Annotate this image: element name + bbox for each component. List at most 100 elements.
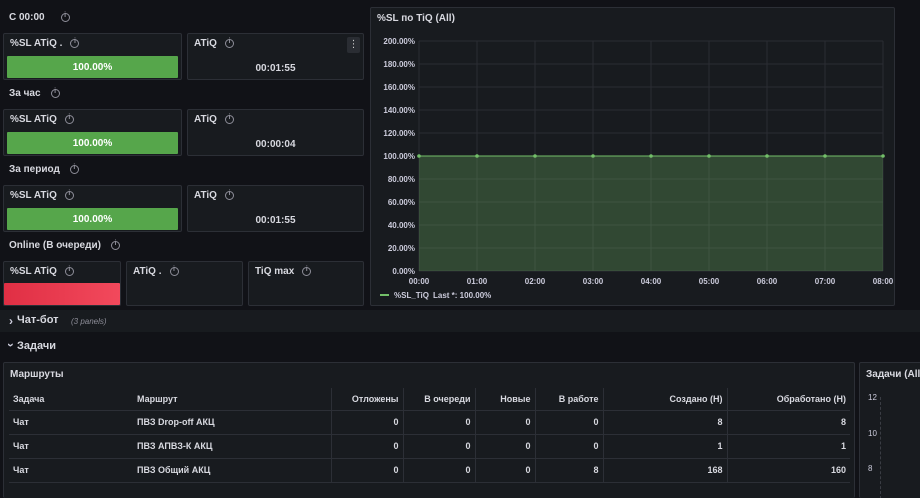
info-icon[interactable] [224,114,234,124]
sl-gauge-bar: 100.00% [7,132,178,154]
chevron-down-icon: › [4,343,18,347]
x-tick-label: 03:00 [583,277,604,286]
row-title-text: С 00:00 [9,12,45,23]
table-row[interactable]: Чат ПВЗ Drop-off АКЦ 0 0 0 0 8 8 [9,410,850,435]
x-tick-label: 02:00 [525,277,546,286]
info-icon[interactable] [224,38,234,48]
routes-table-panel[interactable]: Маршруты Задача Маршрут Отложены В очере… [3,362,855,498]
table-row[interactable]: Чат ПВЗ АПВЗ-К АКЦ 0 0 0 0 1 1 [9,434,850,459]
data-point [765,154,769,158]
cell-created: 8 [603,410,728,435]
info-icon[interactable] [60,12,70,22]
row-tasks[interactable]: › Задачи [0,336,920,356]
row-title-text: За час [9,88,41,99]
panel-title: %SL ATiQ [10,190,57,201]
row-title-since-midnight[interactable]: С 00:00 [9,12,70,23]
legend-last-value: Last *: 100.00% [433,291,491,300]
info-icon[interactable] [69,164,79,174]
stat-panel-atiq-online[interactable]: ATiQ . [126,261,243,306]
panel-title: %SL ATiQ [10,266,57,277]
info-icon[interactable] [64,190,74,200]
col-header-processed[interactable]: Обработано (Н) [727,388,850,411]
stat-panel-atiq-1[interactable]: ATiQ ⋮ 00:01:55 [187,33,364,80]
grid-line [880,397,881,498]
y-tick-label: 12 [868,393,877,402]
stat-panel-sl-atiq-1[interactable]: %SL ATiQ . 100.00% [3,33,182,80]
table-row[interactable]: Чат ПВЗ Общий АКЦ 0 0 0 8 168 160 [9,458,850,483]
stat-panel-sl-atiq-2[interactable]: %SL ATiQ 100.00% [3,109,182,156]
cell-task: Чат [9,434,133,459]
data-point [649,154,653,158]
x-tick-label: 07:00 [815,277,836,286]
col-header-route[interactable]: Маршрут [133,388,332,411]
x-tick-label: 08:00 [873,277,894,286]
info-icon[interactable] [224,190,234,200]
tasks-chart-panel[interactable]: Задачи (All) 12 10 8 [859,362,920,498]
cell-route: ПВЗ АПВЗ-К АКЦ [133,434,332,459]
cell-in-queue: 0 [403,410,476,435]
cell-created: 1 [603,434,728,459]
info-icon[interactable] [64,266,74,276]
routes-table: Задача Маршрут Отложены В очереди Новые … [9,388,850,483]
legend-series-name: %SL_TiQ [394,291,429,300]
stat-panel-sl-atiq-3[interactable]: %SL ATiQ 100.00% [3,185,182,232]
stat-panel-atiq-2[interactable]: ATiQ 00:00:04 [187,109,364,156]
x-tick-label: 04:00 [641,277,662,286]
y-tick-label: 80.00% [388,175,415,184]
stat-panel-tiq-max[interactable]: TiQ max [248,261,364,306]
cell-route: ПВЗ Общий АКЦ [133,458,332,483]
x-tick-label: 01:00 [467,277,488,286]
col-header-in-queue[interactable]: В очереди [403,388,476,411]
y-tick-label: 100.00% [383,152,415,161]
y-tick-label: 0.00% [392,267,415,276]
cell-in-queue: 0 [403,434,476,459]
info-icon[interactable] [70,38,80,48]
panel-menu-icon[interactable]: ⋮ [347,37,360,53]
panel-title: ATiQ [194,190,217,201]
y-tick-label: 60.00% [388,198,415,207]
cell-in-work: 0 [535,410,604,435]
cell-postponed: 0 [331,434,404,459]
cell-task: Чат [9,410,133,435]
y-tick-label: 200.00% [383,37,415,46]
col-header-created[interactable]: Создано (Н) [603,388,728,411]
row-title-online[interactable]: Online (В очереди) [9,240,120,251]
row-title-text: Online (В очереди) [9,240,101,251]
cell-postponed: 0 [331,458,404,483]
cell-new: 0 [475,458,536,483]
sl-gauge-bar-empty [4,283,120,305]
y-tick-label: 20.00% [388,244,415,253]
panel-title: ATiQ [194,114,217,125]
atiq-value: 00:01:55 [255,63,296,74]
sl-timeseries-panel[interactable]: %SL по TiQ (All) 0.00% 20.00% 40.00% 60.00%… [370,7,895,306]
row-title-text: За период [9,164,60,175]
table-header-row: Задача Маршрут Отложены В очереди Новые … [9,388,850,411]
panel-title: %SL ATiQ . [10,38,63,49]
stat-panel-atiq-3[interactable]: ATiQ 00:01:55 [187,185,364,232]
row-title-last-hour[interactable]: За час [9,88,60,99]
col-header-in-work[interactable]: В работе [535,388,604,411]
col-header-postponed[interactable]: Отложены [331,388,404,411]
data-point [823,154,827,158]
info-icon[interactable] [110,240,120,250]
info-icon[interactable] [302,266,312,276]
atiq-value: 00:00:04 [255,139,296,150]
sl-chart: 0.00% 20.00% 40.00% 60.00% 80.00% 100.00% 120.… [380,37,894,300]
panel-title: ATiQ . [133,266,162,277]
row-chatbot[interactable]: › Чат-бот (3 panels) [0,310,920,332]
data-point [417,154,421,158]
stat-panel-sl-atiq-online[interactable]: %SL ATiQ [3,261,121,306]
info-icon[interactable] [64,114,74,124]
info-icon[interactable] [169,266,179,276]
chevron-right-icon: › [9,314,13,328]
row-title-period[interactable]: За период [9,164,79,175]
x-tick-label: 05:00 [699,277,720,286]
panel-title: %SL ATiQ [10,114,57,125]
sl-gauge-bar: 100.00% [7,56,178,78]
col-header-task[interactable]: Задача [9,388,133,411]
cell-route: ПВЗ Drop-off АКЦ [133,410,332,435]
info-icon[interactable] [50,88,60,98]
col-header-new[interactable]: Новые [475,388,536,411]
cell-processed: 160 [727,458,850,483]
y-tick-label: 140.00% [383,106,415,115]
